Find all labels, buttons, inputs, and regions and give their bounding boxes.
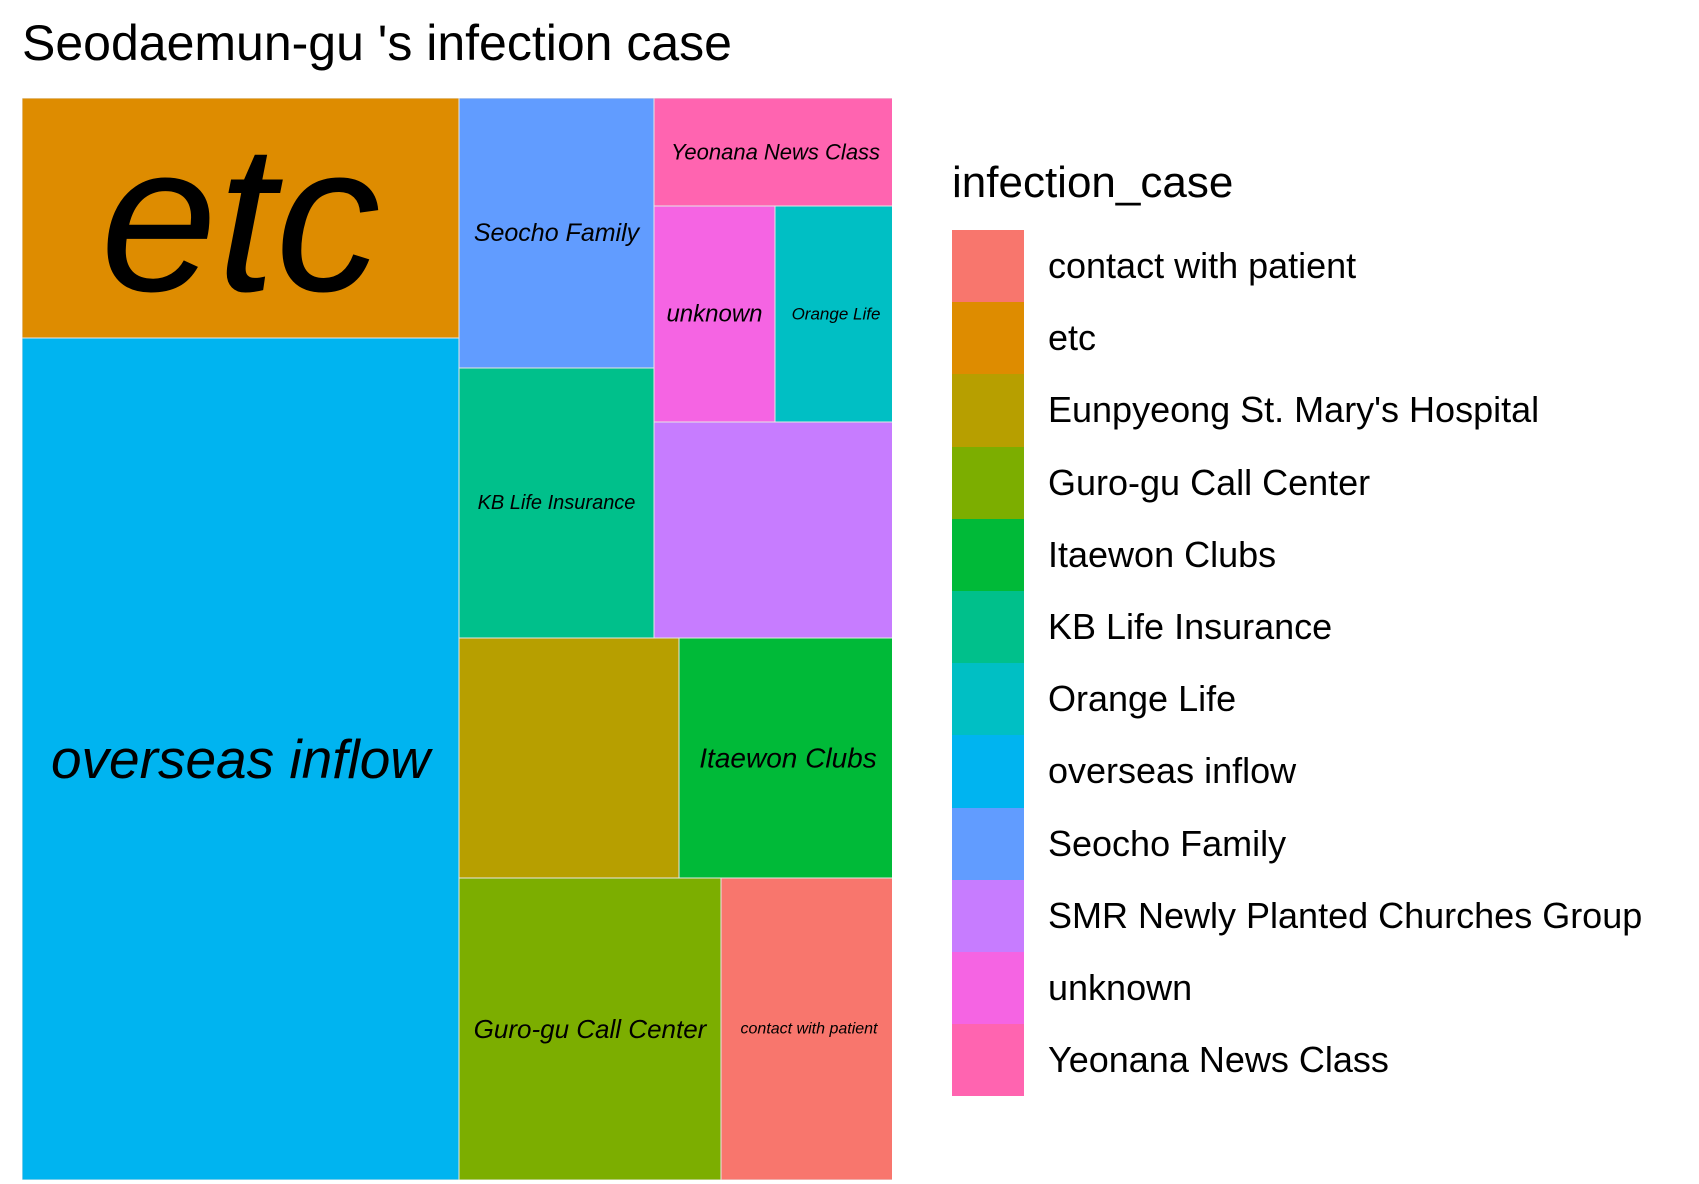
legend-key-contact-with-patient (952, 230, 1024, 303)
tile-label-yeonana-news-class: Yeonana News Class (671, 140, 880, 165)
legend-key-guro-gu-call-center (952, 446, 1024, 519)
legend-item-unknown: unknown (952, 951, 1642, 1025)
legend-item-yeonana-news-class: Yeonana News Class (952, 1024, 1642, 1097)
legend-key-etc (952, 302, 1024, 375)
tile-label-seocho-family: Seocho Family (474, 219, 641, 247)
legend-item-contact-with-patient: contact with patient (952, 230, 1642, 303)
legend-key-smr-newly-planted-churches-group (952, 879, 1024, 952)
tile-orange-life (774, 205, 892, 423)
legend-title: infection_case (952, 158, 1234, 207)
legend-key-unknown (952, 951, 1024, 1025)
tile-yeonana-news-class (653, 98, 892, 207)
legend-item-eunpyeong-st-mary-s-hospital: Eunpyeong St. Mary's Hospital (952, 374, 1642, 447)
legend-key-seocho-family (952, 807, 1024, 880)
tile-label-orange-life: Orange Life (792, 305, 881, 324)
legend-item-etc: etc (952, 302, 1642, 375)
legend-label-seocho-family: Seocho Family (1048, 822, 1287, 864)
legend-key-kb-life-insurance (952, 590, 1024, 664)
legend-key-yeonana-news-class (952, 1024, 1024, 1097)
legend-item-itaewon-clubs: Itaewon Clubs (952, 518, 1642, 591)
tile-guro-gu-call-center (458, 877, 722, 1180)
legend-label-contact-with-patient: contact with patient (1048, 245, 1357, 287)
legend-label-eunpyeong-st-mary-s-hospital: Eunpyeong St. Mary's Hospital (1048, 389, 1540, 431)
legend-item-orange-life: Orange Life (952, 663, 1642, 736)
legend-item-guro-gu-call-center: Guro-gu Call Center (952, 446, 1642, 519)
legend-label-etc: etc (1048, 317, 1097, 359)
legend-label-orange-life: Orange Life (1048, 678, 1237, 720)
legend-item-kb-life-insurance: KB Life Insurance (952, 590, 1642, 664)
legend-label-kb-life-insurance: KB Life Insurance (1048, 606, 1333, 648)
treemap-plot: etc overseas inflow Seocho Family KB Life I… (22, 98, 892, 1180)
tile-overseas-inflow (22, 337, 460, 1180)
tile-label-contact-with-patient: contact with patient (741, 1021, 879, 1038)
tile-itaewon-clubs (678, 637, 892, 879)
legend: infection_case contact with patient etc Eu… (952, 158, 1643, 1097)
legend-label-overseas-inflow: overseas inflow (1048, 750, 1297, 792)
legend-key-overseas-inflow (952, 735, 1024, 808)
tile-label-itaewon-clubs: Itaewon Clubs (699, 743, 876, 774)
chart-title: Seodaemun-gu 's infection case (22, 15, 732, 71)
legend-item-smr-newly-planted-churches-group: SMR Newly Planted Churches Group (952, 879, 1643, 952)
tile-contact-with-patient (720, 877, 892, 1180)
legend-label-guro-gu-call-center: Guro-gu Call Center (1048, 461, 1371, 503)
tile-kb-life-insurance (458, 367, 655, 639)
legend-label-yeonana-news-class: Yeonana News Class (1048, 1039, 1389, 1081)
legend-label-unknown: unknown (1048, 966, 1193, 1008)
legend-label-smr-newly-planted-churches-group: SMR Newly Planted Churches Group (1048, 894, 1643, 936)
legend-key-orange-life (952, 663, 1024, 736)
tile-label-guro-gu-call-center: Guro-gu Call Center (474, 1014, 708, 1044)
legend-label-itaewon-clubs: Itaewon Clubs (1048, 533, 1277, 575)
legend-items: contact with patient etc Eunpyeong St. Mar… (952, 230, 1643, 1097)
legend-key-eunpyeong-st-mary-s-hospital (952, 374, 1024, 447)
tile-etc (22, 98, 460, 339)
tile-label-overseas-inflow: overseas inflow (51, 728, 433, 790)
tile-eunpyeong-st-mary-s-hospital (458, 637, 680, 879)
tile-label-kb-life-insurance: KB Life Insurance (478, 492, 636, 514)
legend-item-overseas-inflow: overseas inflow (952, 735, 1642, 808)
tile-smr-newly-planted-churches-group (653, 421, 892, 639)
tile-label-etc: etc (100, 101, 380, 336)
tile-label-unknown: unknown (666, 301, 762, 328)
legend-item-seocho-family: Seocho Family (952, 807, 1642, 880)
legend-key-itaewon-clubs (952, 518, 1024, 591)
